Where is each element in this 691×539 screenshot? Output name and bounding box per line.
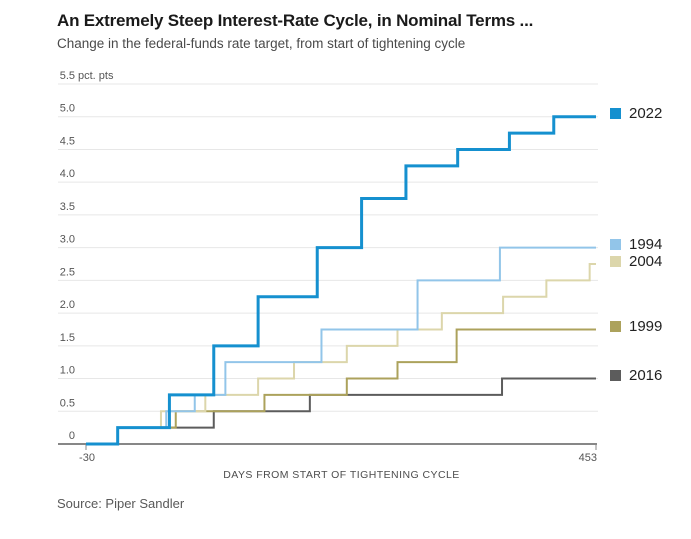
y-axis-unit-label: pct. pts <box>78 70 114 82</box>
x-tick-label-453: 453 <box>579 452 597 464</box>
legend-item-2016: 2016 <box>610 367 662 385</box>
legend-label-2016: 2016 <box>629 367 663 385</box>
chart-subtitle: Change in the federal-funds rate target,… <box>57 36 466 51</box>
legend-item-2004: 2004 <box>610 252 662 270</box>
legend-label-2022: 2022 <box>629 105 663 123</box>
chart-title: An Extremely Steep Interest-Rate Cycle, … <box>57 11 534 30</box>
y-tick-label-0.5: 0.5 <box>60 397 75 409</box>
legend-item-1999: 1999 <box>610 317 662 335</box>
legend-swatch-2022 <box>610 108 621 120</box>
legend-label-1999: 1999 <box>629 317 663 335</box>
legend-swatch-2004 <box>610 255 621 267</box>
y-tick-label-4.0: 4.0 <box>60 168 75 180</box>
series-line-2022 <box>86 115 596 446</box>
y-tick-label-0: 0 <box>69 430 75 442</box>
y-tick-label-4.5: 4.5 <box>60 135 75 147</box>
legend-label-1994: 1994 <box>629 236 663 254</box>
legend-swatch-1999 <box>610 320 621 332</box>
y-tick-label-1.5: 1.5 <box>60 332 75 344</box>
y-tick-label-5.5: 5.5 <box>60 70 75 82</box>
legend-swatch-2016 <box>610 370 621 382</box>
y-tick-label-2.5: 2.5 <box>60 266 75 278</box>
x-tick-label--30: -30 <box>79 452 95 464</box>
legend-swatch-1994 <box>610 239 621 251</box>
y-tick-label-2.0: 2.0 <box>60 299 75 311</box>
y-tick-label-5.0: 5.0 <box>60 103 75 115</box>
legend-item-1994: 1994 <box>610 236 662 254</box>
y-tick-label-3.0: 3.0 <box>60 234 75 246</box>
series-line-2004 <box>86 263 596 445</box>
y-tick-label-1.0: 1.0 <box>60 365 75 377</box>
y-tick-label-3.5: 3.5 <box>60 201 75 213</box>
source-note: Source: Piper Sandler <box>57 496 185 511</box>
legend-item-2022: 2022 <box>610 105 662 123</box>
legend-label-2004: 2004 <box>629 252 663 270</box>
x-axis-title: DAYS FROM START OF TIGHTENING CYCLE <box>223 469 460 481</box>
